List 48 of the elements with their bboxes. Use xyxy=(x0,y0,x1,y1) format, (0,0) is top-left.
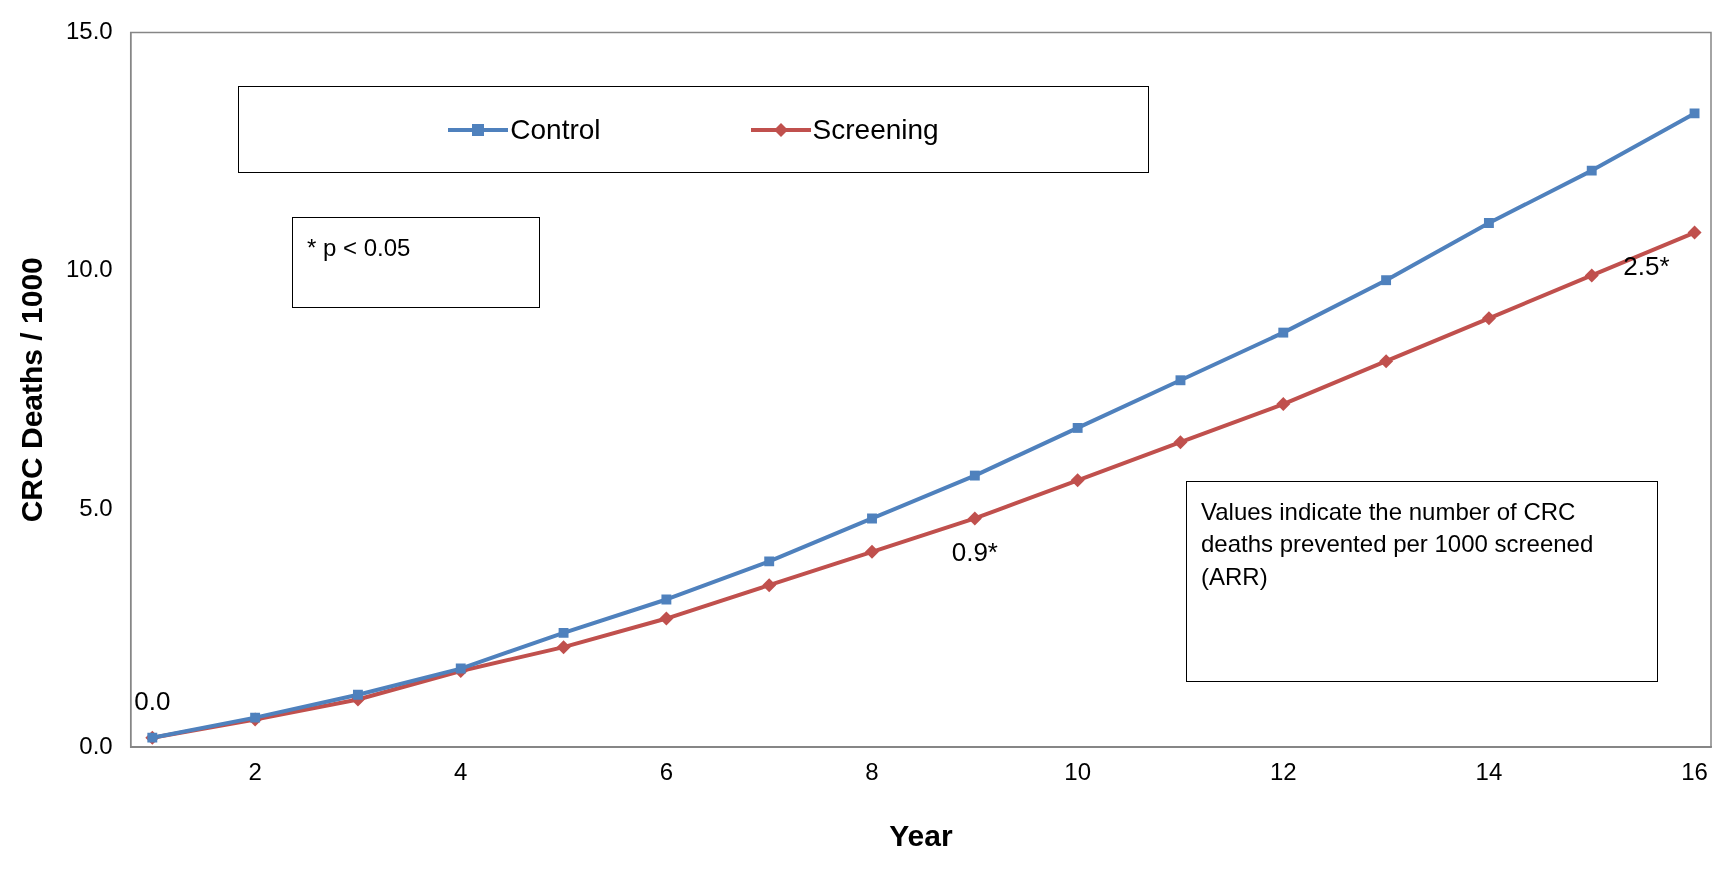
annotation: * p < 0.05 xyxy=(292,217,540,308)
point xyxy=(1689,108,1700,119)
point xyxy=(1070,473,1085,488)
point xyxy=(1278,327,1289,338)
x-tick-label: 16 xyxy=(1681,758,1708,786)
point xyxy=(969,470,980,481)
point xyxy=(352,689,363,700)
legend-label: Control xyxy=(510,113,601,146)
point xyxy=(865,544,880,559)
point xyxy=(1687,225,1702,240)
annotation: 0.0 xyxy=(134,685,171,716)
point xyxy=(1175,375,1186,386)
point xyxy=(967,511,982,526)
y-tick-label: 5.0 xyxy=(79,493,113,521)
point xyxy=(764,556,775,567)
point xyxy=(1173,435,1188,450)
y-tick-label: 0.0 xyxy=(79,731,113,759)
annotation: Values indicate the number of CRC deaths prevented per 1000 screened (ARR) xyxy=(1186,481,1658,682)
y-tick-label: 10.0 xyxy=(65,255,113,283)
point xyxy=(1481,311,1496,326)
point xyxy=(867,513,877,524)
x-axis-title: Year xyxy=(889,819,953,853)
y-tick-label: 15.0 xyxy=(65,17,113,45)
point xyxy=(1379,354,1394,369)
x-tick-label: 4 xyxy=(454,758,468,786)
point xyxy=(659,611,674,626)
x-tick-label: 2 xyxy=(248,758,262,786)
x-tick-label: 6 xyxy=(659,758,674,786)
annotation: 0.9* xyxy=(951,536,998,567)
point xyxy=(556,640,571,655)
point xyxy=(250,712,261,723)
x-tick-label: 10 xyxy=(1064,758,1091,786)
point xyxy=(1276,397,1291,412)
point xyxy=(1072,422,1083,433)
point xyxy=(558,627,569,638)
point xyxy=(1483,218,1494,228)
x-tick-label: 8 xyxy=(865,758,879,786)
point xyxy=(1584,268,1599,283)
y-axis-title: CRC Deaths / 1000 xyxy=(15,257,49,523)
legend-label: Screening xyxy=(812,113,939,146)
point xyxy=(762,578,777,593)
point xyxy=(455,663,466,674)
x-tick-label: 12 xyxy=(1269,758,1297,786)
annotation: 2.5* xyxy=(1623,250,1670,281)
point xyxy=(1381,275,1392,286)
point xyxy=(1586,165,1597,176)
x-tick-label: 14 xyxy=(1475,758,1503,786)
point xyxy=(661,594,672,605)
